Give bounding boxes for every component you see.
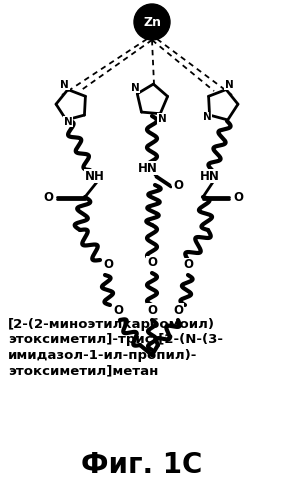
Text: N: N <box>225 79 233 89</box>
Text: этоксиметил]-трис-[2-(N-(3-: этоксиметил]-трис-[2-(N-(3- <box>8 333 223 346</box>
Text: O: O <box>147 303 157 316</box>
Text: O: O <box>113 303 123 316</box>
Text: O: O <box>183 258 193 271</box>
Text: [2-(2-миноэтилкарбомоил): [2-(2-миноэтилкарбомоил) <box>8 318 215 331</box>
Text: Zn: Zn <box>143 15 161 28</box>
Text: этоксиметил]метан: этоксиметил]метан <box>8 364 158 378</box>
Text: N: N <box>60 79 69 89</box>
Text: HN: HN <box>200 170 220 183</box>
Text: O: O <box>233 191 243 204</box>
Text: N: N <box>131 83 140 93</box>
Text: O: O <box>43 191 53 204</box>
Text: O: O <box>173 303 183 316</box>
Text: HN: HN <box>138 162 158 175</box>
Text: N: N <box>64 117 73 127</box>
Text: Фиг. 1С: Фиг. 1С <box>81 451 203 479</box>
Text: N: N <box>158 114 167 124</box>
Text: N: N <box>203 112 212 122</box>
Text: O: O <box>147 256 157 269</box>
Text: O: O <box>173 179 183 192</box>
Text: имидазол-1-ил-пропил)-: имидазол-1-ил-пропил)- <box>8 349 197 362</box>
Text: O: O <box>103 258 113 271</box>
Text: NH: NH <box>85 170 105 183</box>
Circle shape <box>134 4 170 40</box>
